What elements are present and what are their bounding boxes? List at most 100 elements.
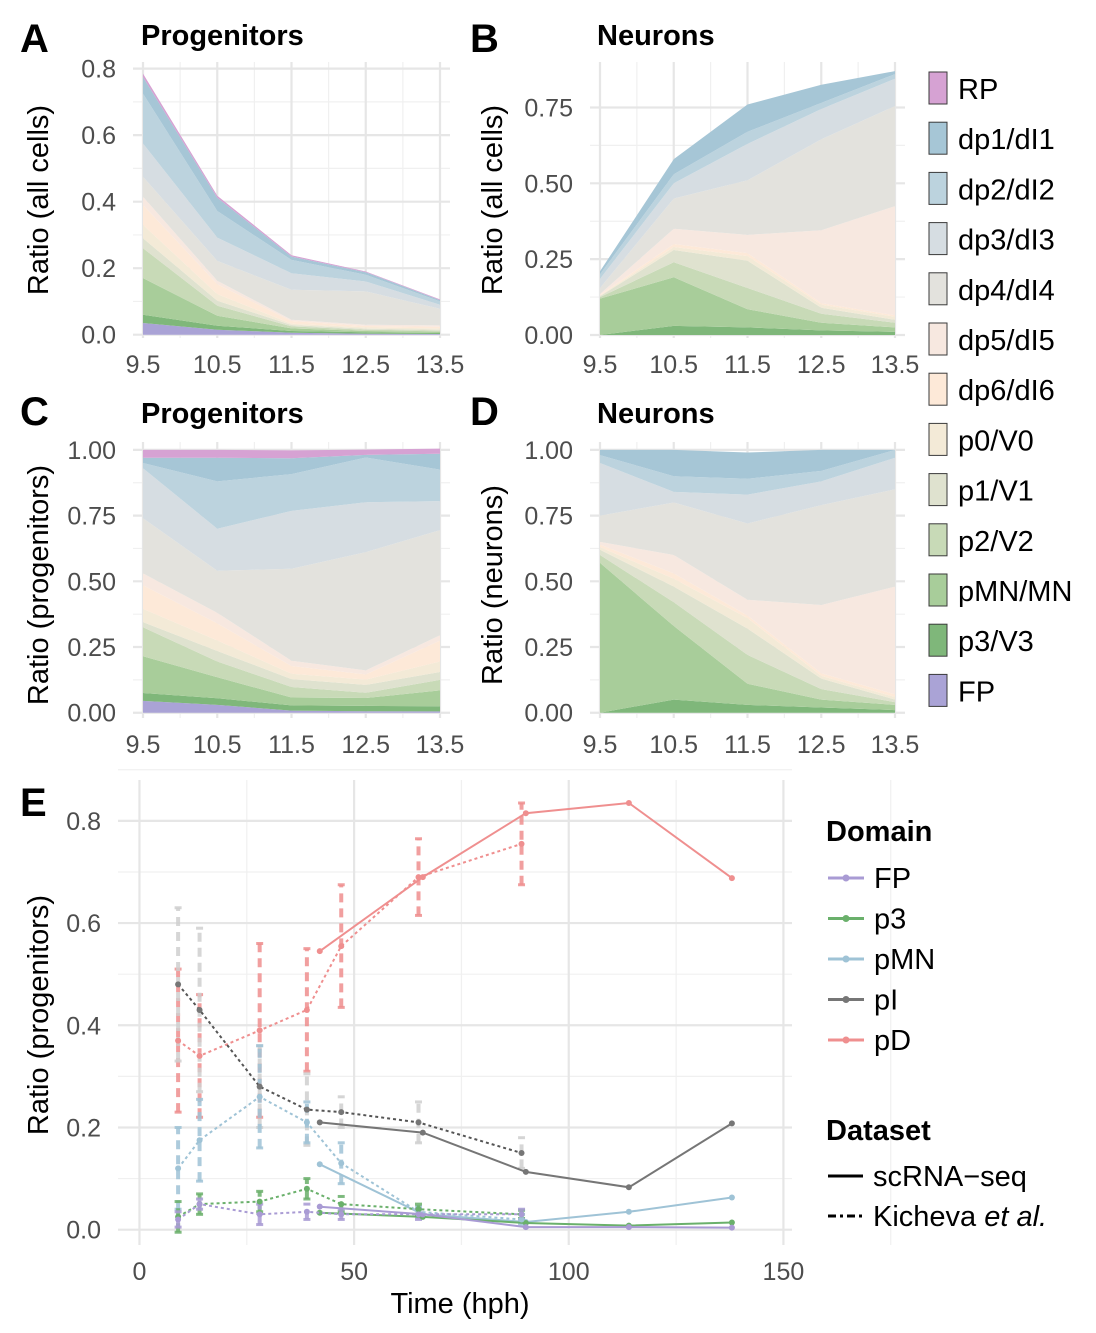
kicheva-point-pmn <box>175 1165 182 1172</box>
scrnaseq-point-pd <box>316 948 323 955</box>
panel-a-y-tick-label: 0.4 <box>81 189 116 217</box>
panel-d-area-dp3-di3 <box>600 457 895 524</box>
panel-a-y-tick-label: 0.8 <box>81 56 116 84</box>
legend-swatch-rp <box>928 71 948 105</box>
panel-c-ylabel: Ratio (progenitors) <box>23 465 55 705</box>
kicheva-point-fp <box>415 1211 422 1218</box>
kicheva-point-fp <box>175 1216 182 1223</box>
legend-label-dp4-di4: dp4/dI4 <box>958 275 1055 307</box>
kicheva-point-pd <box>338 943 345 950</box>
kicheva-point-pmn <box>303 1119 310 1126</box>
panel-c-x-tick-label: 11.5 <box>268 731 315 759</box>
panel-c-area-p2-v2 <box>143 627 440 698</box>
panel-d-chart: 9.5 10.5 11.5 12.5 13.5 0.00 0.25 0.50 0.75 1.00 <box>524 437 919 759</box>
kicheva-point-pi <box>196 1006 203 1013</box>
scrnaseq-point-pi <box>522 1168 529 1175</box>
panel-b-ylabel: Ratio (all cells) <box>477 105 509 295</box>
kicheva-point-pmn <box>256 1093 263 1100</box>
panel-a-chart: 9.5 10.5 11.5 12.5 13.5 0.0 0.2 0.4 0.6 0.8 <box>81 56 464 379</box>
scrnaseq-point-fp <box>316 1203 323 1210</box>
panel-b-y-tick-label: 0.00 <box>524 322 573 350</box>
legend-label-dp6-di6: dp6/dI6 <box>958 375 1055 407</box>
panel-a-x-tick-label: 11.5 <box>268 351 315 379</box>
panel-c-y-tick-label: 0.50 <box>67 568 116 596</box>
scrnaseq-point-pmn <box>316 1161 323 1168</box>
panel-b-title: Neurons <box>597 20 715 52</box>
kicheva-point-pd <box>196 1052 203 1059</box>
legend-label-pmn-mn: pMN/MN <box>958 576 1072 608</box>
kicheva-point-pi <box>338 1109 345 1116</box>
panel-a-x-tick-label: 9.5 <box>126 351 161 379</box>
panel-b-area-dp5-di5 <box>600 206 895 316</box>
panel-d-title: Neurons <box>597 398 715 430</box>
panel-c-area-rp <box>143 448 440 459</box>
kicheva-point-p3 <box>303 1185 310 1192</box>
panel-c-x-tick-label: 12.5 <box>341 731 390 759</box>
scrnaseq-point-pmn <box>625 1208 632 1215</box>
panel-c-area-dp3-di3 <box>143 468 440 571</box>
panel-e-x-tick-label: 50 <box>340 1258 368 1286</box>
scrnaseq-point-fp <box>625 1224 632 1231</box>
legend-swatch-dp4-di4 <box>928 272 948 306</box>
panel-b-area-p0-v0 <box>600 247 895 320</box>
legend-swatch-p2-v2 <box>928 523 948 557</box>
panel-c-chart: 9.5 10.5 11.5 12.5 13.5 0.00 0.25 0.50 0.75 1.00 <box>67 437 464 759</box>
panel-c-y-tick-label: 0.25 <box>67 634 116 662</box>
panel-c-area-dp4-di4 <box>143 518 440 671</box>
panel-b-area-dp1-di1 <box>600 71 895 275</box>
panel-d-x-tick-label: 13.5 <box>871 731 920 759</box>
panel-e-x-tick-label: 150 <box>763 1258 805 1286</box>
legend-label-p0-v0: p0/V0 <box>958 425 1034 457</box>
scrnaseq-point-p3 <box>316 1209 323 1216</box>
kicheva-point-pi <box>518 1150 525 1157</box>
legend-label-dp2-di2: dp2/dI2 <box>958 174 1055 206</box>
legend-swatch-dp2-di2 <box>928 171 948 205</box>
panel-a-x-tick-label: 10.5 <box>193 351 242 379</box>
panel-a-area-dp3-di3 <box>143 143 440 309</box>
panel-a-area-fp <box>143 323 440 335</box>
kicheva-line-pmn <box>177 1095 522 1221</box>
panel-c-y-tick-label: 0.00 <box>67 700 116 728</box>
panel-c-area-fp <box>143 700 440 713</box>
legend-label-dp5-di5: dp5/dI5 <box>958 325 1055 357</box>
legend-swatch-dp1-di1 <box>928 121 948 155</box>
legend-label-rp: RP <box>958 74 998 106</box>
panel-d-x-tick-label: 11.5 <box>724 731 771 759</box>
panel-e-y-tick-label: 0.0 <box>66 1217 101 1245</box>
legend-label-p2-v2: p2/V2 <box>958 526 1034 558</box>
panel-c-area-p3-v3 <box>143 693 440 712</box>
kicheva-point-pmn <box>518 1216 525 1223</box>
scrnaseq-line-pd <box>319 801 733 953</box>
legend-dataset-scrnaseq: scRNA−seq <box>828 1161 1027 1193</box>
kicheva-point-fp <box>518 1211 525 1218</box>
panel-b-y-tick-label: 0.25 <box>524 246 573 274</box>
legend-domain-items: FP p3 pMN pI pD <box>828 863 935 1057</box>
panel-d-area-p2-v2 <box>600 555 895 705</box>
legend-swatch-p3-v3 <box>928 623 948 657</box>
panel-c-area-dp1-di1 <box>143 453 440 482</box>
panel-e-xlabel: Time (hph) <box>390 1288 529 1320</box>
panel-b-area-dp3-di3 <box>600 78 895 288</box>
kicheva-point-fp <box>196 1201 203 1208</box>
legend-label-fp: FP <box>958 676 995 708</box>
kicheva-point-fp <box>338 1211 345 1218</box>
legend-label-dp1-di1: dp1/dI1 <box>958 124 1055 156</box>
legend-point-pmn <box>842 955 850 963</box>
kicheva-line-pd <box>177 842 522 1058</box>
panel-c-x-tick-label: 9.5 <box>126 731 161 759</box>
panel-c-y-tick-label: 0.75 <box>67 503 116 531</box>
legend-swatch-dp3-di3 <box>928 222 948 256</box>
panel-letter-d: D <box>470 390 499 434</box>
kicheva-point-fp <box>303 1208 310 1215</box>
scrnaseq-point-pd <box>625 799 632 806</box>
panel-letter-b: B <box>470 17 499 61</box>
scrnaseq-point-pd <box>522 810 529 817</box>
panel-a-x-tick-label: 12.5 <box>341 351 390 379</box>
panel-e-chart: 0 50 100 150 0.0 0.2 0.4 0.6 0.8 <box>66 769 892 1286</box>
panel-d-y-tick-label: 1.00 <box>524 437 573 465</box>
kicheva-point-pd <box>518 840 525 847</box>
kicheva-point-p3 <box>338 1201 345 1208</box>
legend-point-pi <box>842 996 850 1003</box>
kicheva-point-p3 <box>415 1206 422 1213</box>
